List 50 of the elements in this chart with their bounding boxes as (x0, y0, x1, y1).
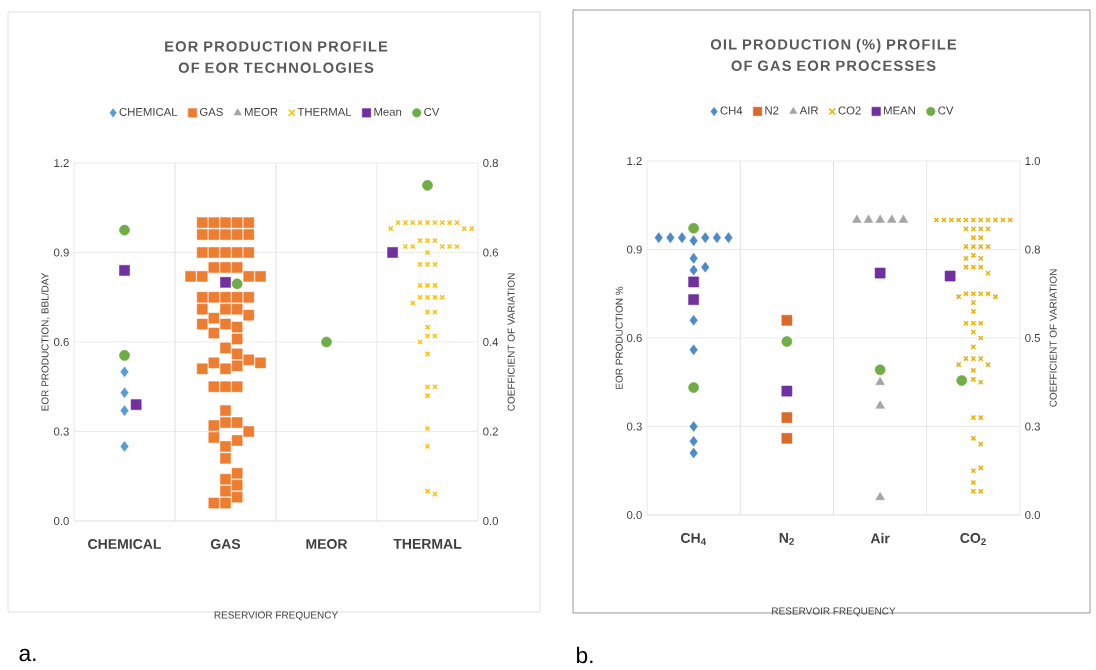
legend-label: THERMAL (297, 107, 352, 116)
y2-tick-label: 0.5 (1025, 333, 1040, 342)
y2-tick-label: 1.0 (1025, 156, 1041, 165)
x-tick-label: Air (870, 533, 890, 544)
y-tick-label: 0.6 (626, 333, 642, 342)
legend-label: AIR (799, 106, 819, 115)
legend-label: MEAN (884, 106, 915, 115)
x-tick-label: CHEMICAL (88, 539, 161, 549)
y2-tick-label: 0.4 (483, 337, 499, 346)
legend-label: CV (938, 106, 954, 115)
y-axis-title: EOR PRODUCTION, BBL/DAY (41, 272, 50, 411)
x-tick-label: THERMAL (393, 539, 462, 549)
x-tick-label: CH$_{4}$ (681, 533, 707, 545)
y2-tick-label: 0.0 (483, 516, 499, 525)
y2-tick-label: 0.6 (483, 248, 498, 257)
x-tick-label: N$_{2}$ (779, 533, 794, 545)
x-axis-title: RESERVIOR FREQUENCY (214, 611, 338, 621)
y2-tick-label: 0.0 (1025, 510, 1041, 519)
y2-tick-label: 0.8 (483, 158, 498, 167)
y-tick-label: 0.0 (53, 516, 69, 525)
legend-label: CV (424, 107, 440, 116)
legend-label: N2 (765, 106, 779, 115)
legend-label: CH4 (720, 106, 743, 115)
y-tick-label: 0.0 (626, 510, 642, 519)
x-tick-label: CO$_{2}$ (960, 533, 986, 545)
x-axis-title: RESERVOIR FREQUENCY (772, 607, 896, 617)
text: a. (19, 648, 36, 662)
y-tick-label: 1.2 (54, 159, 69, 167)
legend-label: CO2 (838, 106, 861, 115)
y-tick-label: 0.3 (626, 422, 642, 431)
y2-tick-label: 0.2 (483, 427, 498, 436)
chart-title: OIL PRODUCTION (%) PROFILE OF GAS EOR PROCESSES (710, 38, 957, 71)
x-tick-label: GAS (210, 539, 241, 549)
y2-axis-title: COEFFICIENT OF VARIATION (507, 273, 515, 411)
chart-title: EOR PRODUCTION PROFILE OF EOR TECHNOLOGIES (165, 41, 388, 73)
y-axis-title: EOR PRODUCTION % (615, 286, 623, 389)
legend-label: CHEMICAL (119, 107, 178, 116)
y2-tick-label: 0.3 (1025, 422, 1040, 431)
y2-tick-label: 0.8 (1025, 245, 1040, 254)
y-tick-label: 1.2 (627, 157, 642, 165)
y-tick-label: 0.9 (53, 248, 69, 257)
y2-axis-title: COEFFICIENT OF VARIATION (1049, 269, 1057, 407)
y-tick-label: 0.6 (53, 337, 69, 346)
y-tick-label: 0.3 (53, 427, 69, 436)
y-tick-label: 0.9 (626, 245, 642, 254)
legend-label: GAS (199, 107, 223, 116)
legend-label: MEOR (244, 107, 278, 116)
x-tick-label: MEOR (306, 539, 348, 549)
legend-label: Mean (374, 107, 402, 116)
text: b. (577, 646, 593, 664)
